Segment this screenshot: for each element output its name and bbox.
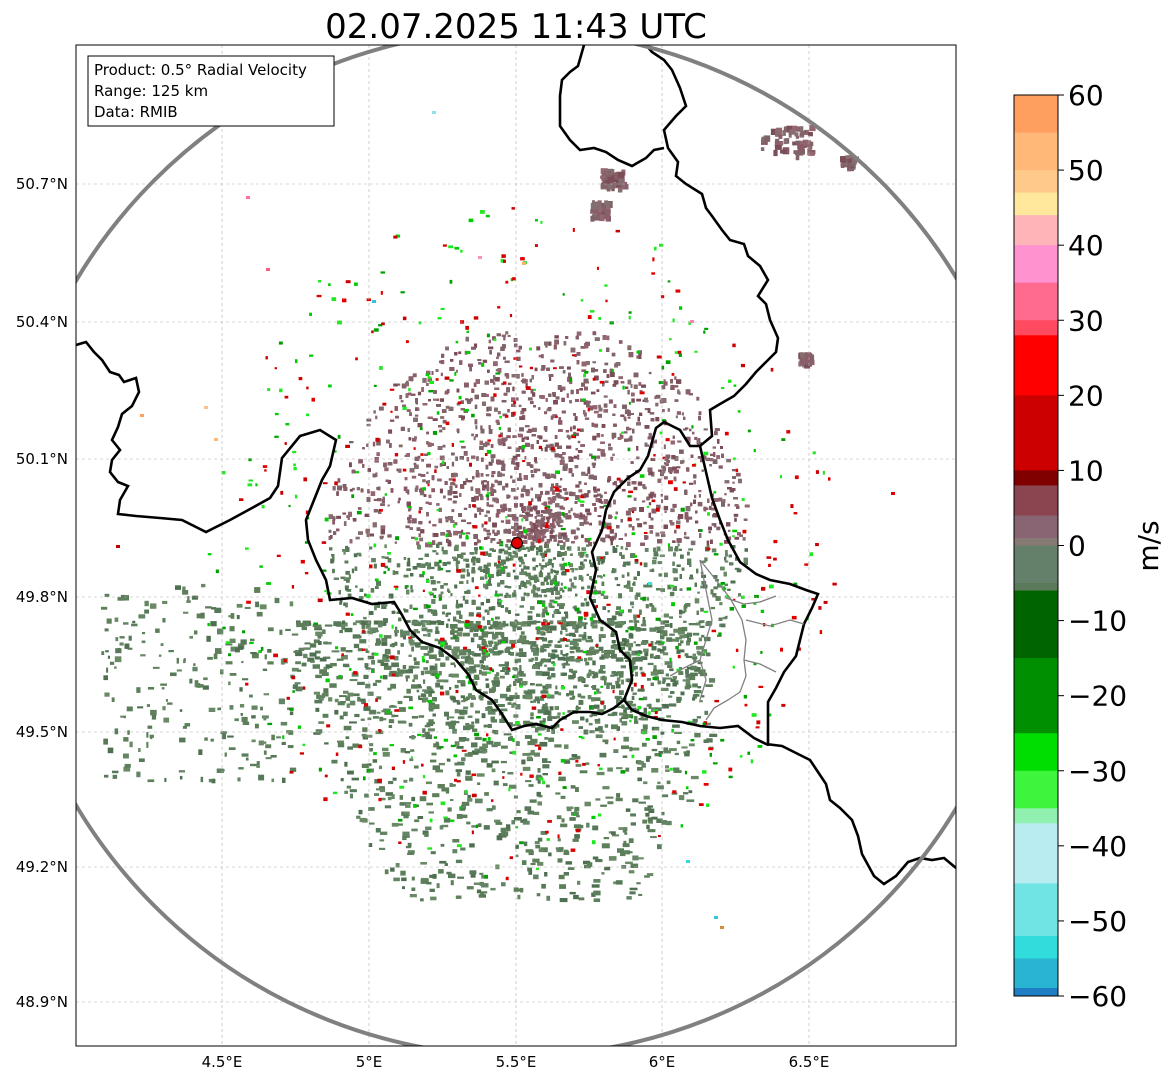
colorbar-ticks: 60 50 40 30 20 10 0 −10 −20 −30 −40 −50 −60	[1058, 79, 1127, 1013]
x-tick-label: 6.5°E	[789, 1053, 830, 1071]
colorbar-band	[1014, 935, 1058, 959]
colorbar-band	[1014, 883, 1058, 937]
colorbar-tick-label: 0	[1068, 530, 1086, 563]
colorbar-tick-label: 40	[1068, 229, 1104, 262]
velocity-echo-layer	[101, 111, 895, 929]
y-tick-label: 49.5°N	[16, 723, 68, 741]
colorbar-band	[1014, 395, 1058, 471]
colorbar-tick-label: −30	[1068, 755, 1127, 788]
radar-site-marker	[511, 537, 523, 549]
colorbar-band	[1014, 823, 1058, 884]
sub-border-lines	[669, 559, 805, 721]
colorbar-band	[1014, 770, 1058, 809]
colorbar-band	[1014, 537, 1058, 546]
border-line-south	[622, 699, 956, 886]
colorbar-band	[1014, 590, 1058, 659]
colorbar-band	[1014, 95, 1058, 134]
colorbar-band	[1014, 335, 1058, 396]
x-tick-label: 5.5°E	[496, 1053, 537, 1071]
colorbar-band	[1014, 545, 1058, 584]
colorbar-tick-label: 60	[1068, 79, 1104, 112]
map-title: 02.07.2025 11:43 UTC	[325, 7, 707, 47]
colorbar-bands	[1014, 95, 1058, 997]
colorbar-band	[1014, 583, 1058, 592]
colorbar-band	[1014, 515, 1058, 539]
colorbar-band	[1014, 132, 1058, 171]
y-tick-label: 49.8°N	[16, 588, 68, 606]
info-product: Product: 0.5° Radial Velocity	[94, 61, 307, 79]
y-tick-label: 50.4°N	[16, 313, 68, 331]
colorbar-band	[1014, 658, 1058, 734]
plot-frame	[75, 44, 957, 1047]
colorbar-tick-label: 20	[1068, 379, 1104, 412]
colorbar-band	[1014, 192, 1058, 216]
y-tick-label: 50.7°N	[16, 175, 68, 193]
y-axis-ticks: 50.7°N 50.4°N 50.1°N 49.8°N 49.5°N 49.2°N 48.9…	[16, 175, 68, 1011]
colorbar-band	[1014, 988, 1058, 996]
colorbar-tick-label: −50	[1068, 905, 1127, 938]
colorbar-tick-label: −10	[1068, 605, 1127, 638]
info-box: Product: 0.5° Radial Velocity Range: 125…	[87, 55, 335, 127]
colorbar-band	[1014, 282, 1058, 321]
border-line-lux-east	[698, 445, 820, 746]
y-tick-label: 48.9°N	[16, 993, 68, 1011]
colorbar-band	[1014, 170, 1058, 194]
border-line-north	[558, 45, 665, 168]
x-tick-label: 5°E	[356, 1053, 383, 1071]
colorbar-band	[1014, 215, 1058, 246]
colorbar-band	[1014, 485, 1058, 516]
colorbar-band	[1014, 808, 1058, 824]
colorbar-band	[1014, 245, 1058, 284]
colorbar: 60 50 40 30 20 10 0 −10 −20 −30 −40 −50 −60 m/s	[1013, 79, 1165, 1013]
y-tick-label: 50.1°N	[16, 450, 68, 468]
colorbar-band	[1014, 470, 1058, 486]
colorbar-tick-label: 50	[1068, 154, 1104, 187]
x-tick-label: 4.5°E	[202, 1053, 243, 1071]
colorbar-band	[1014, 320, 1058, 336]
x-tick-label: 6°E	[649, 1053, 676, 1071]
radar-plot-area	[76, 45, 956, 1046]
info-data-source: Data: RMIB	[94, 103, 178, 121]
colorbar-tick-label: −60	[1068, 980, 1127, 1013]
colorbar-unit-label: m/s	[1132, 520, 1165, 571]
country-borders	[76, 45, 956, 886]
colorbar-tick-label: 30	[1068, 304, 1104, 337]
info-range: Range: 125 km	[94, 82, 208, 100]
colorbar-tick-label: −40	[1068, 830, 1127, 863]
border-line-west	[76, 45, 780, 732]
colorbar-band	[1014, 733, 1058, 772]
colorbar-tick-label: −20	[1068, 680, 1127, 713]
colorbar-tick-label: 10	[1068, 454, 1104, 487]
x-axis-ticks: 4.5°E 5°E 5.5°E 6°E 6.5°E	[202, 1053, 830, 1071]
y-tick-label: 49.2°N	[16, 858, 68, 876]
lat-lon-gridlines	[76, 45, 956, 1046]
